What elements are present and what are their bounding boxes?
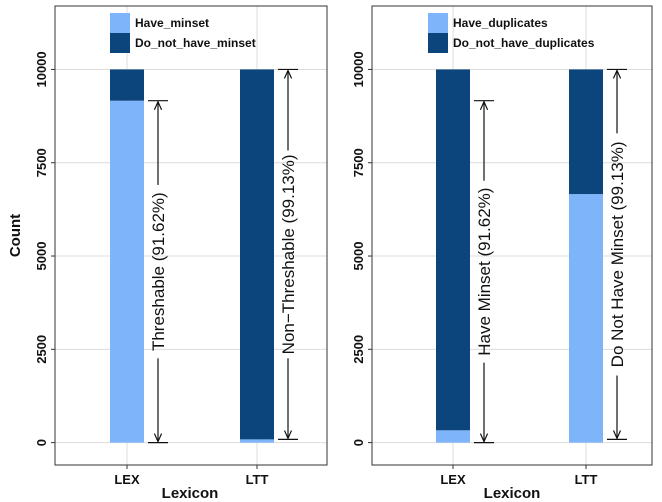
y-tick-label: 5000 <box>351 242 366 271</box>
bar-lex-series-1 <box>110 100 144 443</box>
y-tick-label: 10000 <box>34 51 49 87</box>
x-axis-title: Lexicon <box>484 485 541 502</box>
plot-frame <box>54 5 328 466</box>
annotation-label: Non−Threshable (99.13%) <box>279 154 298 354</box>
y-tick-label: 10000 <box>351 51 366 87</box>
legend-label: Have_duplicates <box>453 16 548 30</box>
bar-ltt-series-2 <box>240 69 274 440</box>
annotation-label: Do Not Have Minset (99.13%) <box>608 141 627 367</box>
panel-1: Threshable (91.62%) Non−Threshable (99.13… <box>7 5 328 502</box>
legend-swatch <box>428 33 448 53</box>
panel-2: Have Minset (91.62%) Do Not Have Minset (… <box>351 5 653 502</box>
y-tick-label: 0 <box>351 439 366 446</box>
legend-label: Do_not_have_duplicates <box>453 36 595 50</box>
x-axis-title: Lexicon <box>162 485 219 502</box>
legend-swatch <box>110 13 130 33</box>
x-tick-label: LTT <box>246 472 269 487</box>
annotation-label: Threshable (91.62%) <box>149 192 168 351</box>
bar-ltt-series-1 <box>569 194 603 443</box>
y-tick-label: 7500 <box>34 148 49 177</box>
bar-lex-series-2 <box>110 69 144 101</box>
bar-lex-series-2 <box>436 69 470 431</box>
bar-ltt-series-2 <box>569 69 603 195</box>
y-tick-label: 7500 <box>351 148 366 177</box>
annotation-label: Have Minset (91.62%) <box>475 188 494 356</box>
plot-area <box>55 6 327 465</box>
plot-area <box>372 6 652 465</box>
y-axis-title: Count <box>7 214 24 257</box>
y-tick-label: 0 <box>34 439 49 446</box>
y-tick-label: 5000 <box>34 242 49 271</box>
y-tick-label: 2500 <box>351 335 366 364</box>
x-tick-label: LTT <box>575 472 598 487</box>
x-tick-label: LEX <box>440 472 466 487</box>
bar-ltt-series-1 <box>240 439 274 443</box>
legend-label: Have_minset <box>135 16 209 30</box>
y-tick-label: 2500 <box>34 335 49 364</box>
legend-swatch <box>110 33 130 53</box>
legend-swatch <box>428 13 448 33</box>
legend-label: Do_not_have_minset <box>135 36 256 50</box>
bar-lex-series-1 <box>436 430 470 443</box>
x-tick-label: LEX <box>114 472 140 487</box>
plot-frame <box>371 5 653 466</box>
